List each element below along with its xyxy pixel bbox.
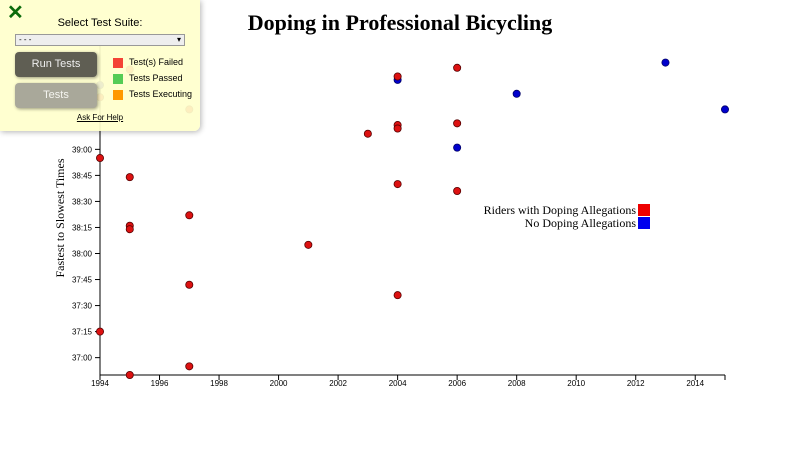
ask-for-help-link[interactable]: Ask For Help [76,113,124,122]
x-tick: 2000 [270,375,288,388]
test-suite-select[interactable]: - - - ▾ [15,34,185,46]
x-tick: 2004 [389,375,407,388]
x-tick-label: 1994 [91,379,109,388]
legend-doping-swatch [638,204,650,216]
dot-doping[interactable] [453,187,462,196]
dot-doping[interactable] [125,370,134,379]
passed-label: Tests Passed [129,73,183,83]
x-tick-label: 2000 [270,379,288,388]
test-suite-panel: ✕ Select Test Suite: - - - ▾ Run Tests Te… [0,0,200,131]
dot-doping[interactable] [393,291,402,300]
x-tick: 2010 [567,375,586,388]
legend-no-doping-label: No Doping Allegations [524,216,636,230]
y-tick: 38:30 [72,197,100,206]
x-tick: 2012 [627,375,645,388]
dot-doping[interactable] [393,180,402,189]
legend-tests-passed: Tests Passed [113,73,183,84]
dot-doping[interactable] [393,72,402,81]
dot-no-doping[interactable] [721,105,730,114]
dot-doping[interactable] [125,225,134,234]
dot-no-doping[interactable] [453,143,462,152]
x-tick: 2014 [686,375,705,388]
dot-doping[interactable] [393,124,402,133]
dot-doping[interactable] [125,173,134,182]
dot-doping[interactable] [96,327,105,336]
chart-title: Doping in Professional Bicycling [247,10,553,35]
executing-swatch [113,89,123,100]
dot-doping[interactable] [185,362,194,371]
legend-doping: Riders with Doping Allegations [484,204,650,216]
x-tick-label: 2006 [448,379,466,388]
x-tick-label: 2008 [508,379,526,388]
failed-swatch [113,57,123,68]
x-tick-label: 2002 [329,379,347,388]
x-tick-label: 1996 [151,379,169,388]
legend-doping-label: Riders with Doping Allegations [483,203,636,217]
legend-tests-failed: Test(s) Failed [113,57,183,68]
x-tick-label: 1998 [210,379,228,388]
test-suite-select-value: - - - [19,35,32,44]
y-tick-label: 39:00 [72,145,93,154]
executing-label: Tests Executing [129,89,193,99]
x-tick-label: 2004 [389,379,407,388]
x-tick-label: 2012 [627,379,645,388]
tests-button[interactable]: Tests [15,83,97,108]
y-tick: 38:15 [72,223,100,232]
dot-doping[interactable] [363,129,372,138]
dot-no-doping[interactable] [661,58,670,67]
x-tick: 1994 [91,375,109,388]
legend-no-doping: No Doping Allegations [525,217,650,229]
y-tick: 38:00 [72,249,100,258]
y-tick: 38:45 [72,171,100,180]
close-x-icon[interactable]: ✕ [7,2,24,24]
y-tick-label: 38:15 [72,223,93,232]
y-tick-label: 37:45 [72,276,93,285]
legend-tests-executing: Tests Executing [113,89,192,100]
select-test-suite-label: Select Test Suite: [57,17,143,29]
y-tick-label: 37:00 [72,354,93,363]
y-tick-label: 38:00 [72,249,93,258]
y-tick-label: 38:30 [72,197,93,206]
passed-swatch [113,73,123,84]
x-tick: 2002 [329,375,348,388]
dot-doping[interactable] [185,280,194,289]
dot-doping[interactable] [453,119,462,128]
dot-doping[interactable] [453,63,462,72]
y-tick-label: 37:30 [72,302,93,311]
x-tick: 1998 [210,375,228,388]
x-tick: 2008 [508,375,526,388]
y-tick: 37:45 [72,276,100,285]
dot-doping[interactable] [185,211,194,220]
y-tick: 37:30 [72,302,100,311]
x-tick: 1996 [151,375,169,388]
y-tick: 39:00 [72,145,100,154]
x-tick: 2006 [448,375,467,388]
x-axis: 1994 1996 1998 2000 2002 2004 2006 2008 2010 2012… [91,374,726,388]
x-tick-label: 2010 [567,379,585,388]
failed-label: Test(s) Failed [129,57,184,67]
y-tick-label: 38:45 [72,171,93,180]
y-tick: 37:00 [72,354,100,363]
chevron-down-icon: ▾ [176,35,181,44]
x-tick-label: 2014 [686,379,704,388]
run-tests-button[interactable]: Run Tests [15,52,97,77]
y-tick: 37:15 [72,328,100,337]
y-axis-label: Fastest to Slowest Times [53,158,67,277]
legend-no-doping-swatch [638,217,650,229]
dot-no-doping[interactable] [512,89,521,98]
dot-doping[interactable] [304,240,313,249]
y-tick-label: 37:15 [72,328,93,337]
dot-doping[interactable] [96,154,105,163]
